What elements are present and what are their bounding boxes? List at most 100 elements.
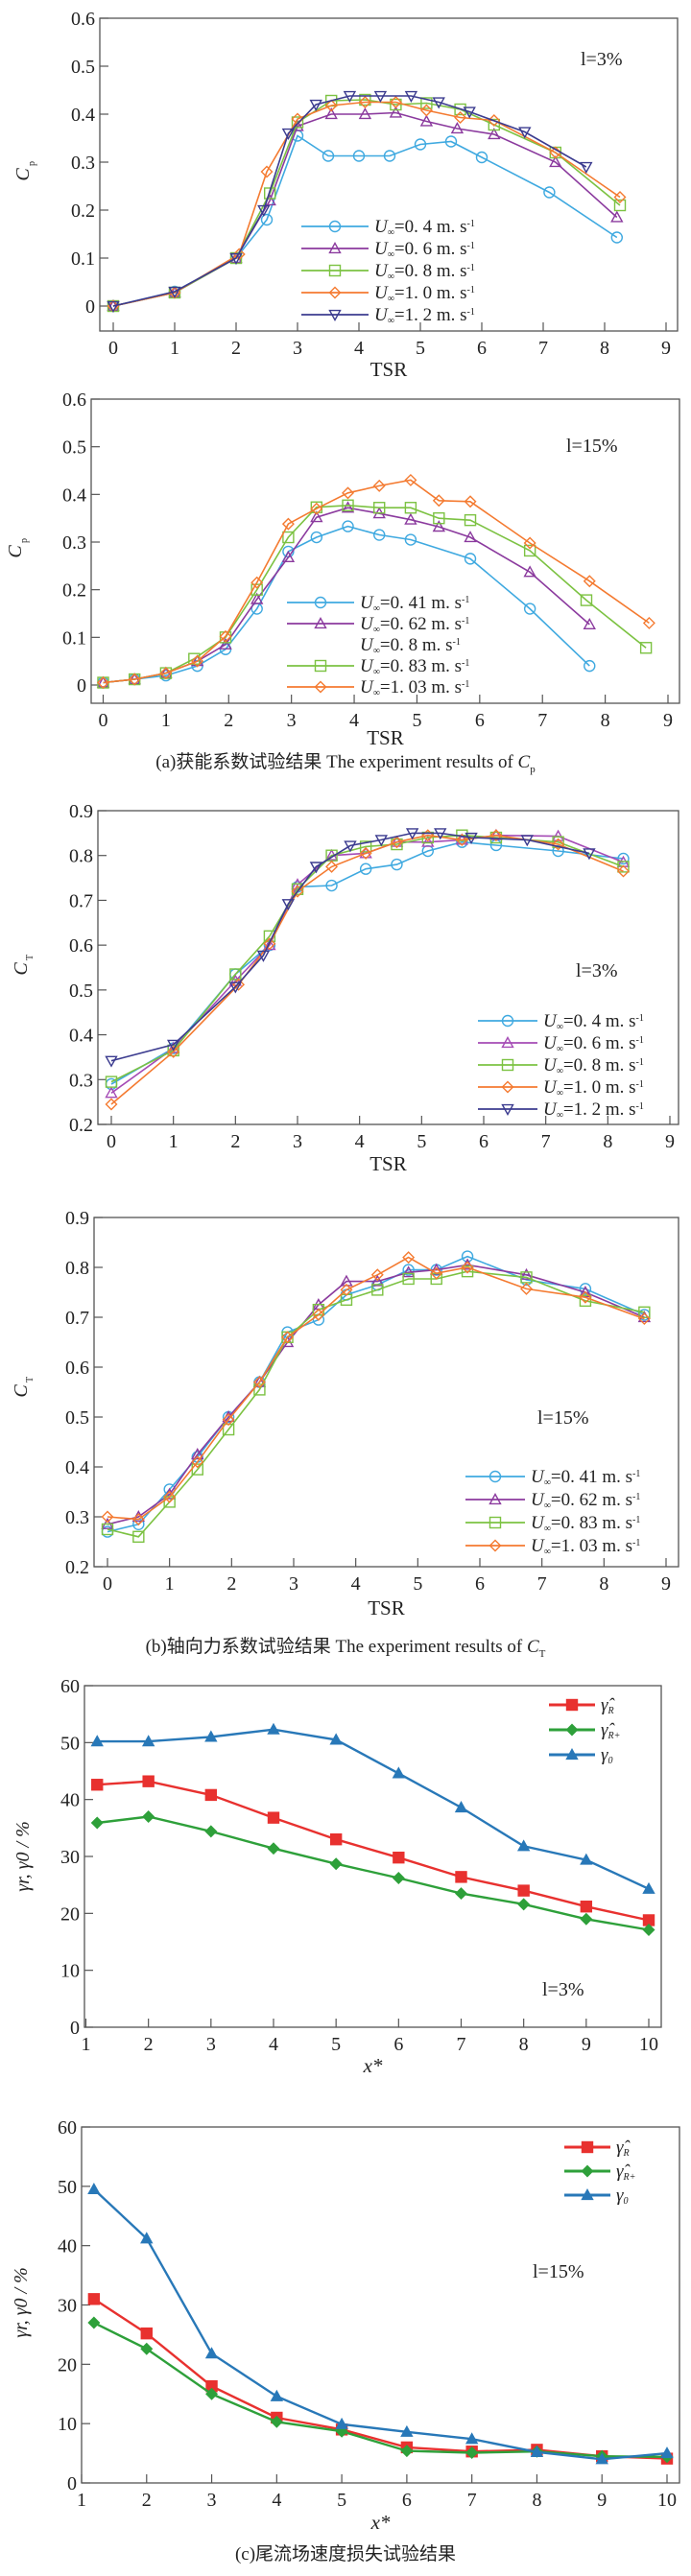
x-tick-label: 1	[77, 2490, 86, 2511]
data-point	[105, 1075, 118, 1088]
data-point	[341, 501, 355, 513]
data-point	[489, 829, 503, 842]
y-tick-label: 50	[60, 1733, 80, 1754]
y-tick-label: 0.3	[62, 532, 86, 554]
plot-frame	[93, 1217, 679, 1568]
data-point	[229, 252, 243, 265]
data-point	[613, 199, 627, 212]
data-point	[91, 1779, 104, 1791]
data-point	[260, 213, 274, 226]
data-point	[291, 883, 304, 895]
series-3	[105, 829, 630, 1088]
legend-symbol: U	[360, 593, 374, 613]
legend-symbol: γ	[616, 2186, 624, 2206]
data-point	[421, 831, 434, 844]
legend: γ̂R γ̂R+ γ0	[564, 2138, 635, 2207]
series-line	[97, 1815, 650, 1931]
legend-sub: ∞	[544, 1524, 551, 1534]
data-point	[455, 1887, 467, 1901]
legend-sub: ∞	[373, 646, 380, 656]
legend-symbol: U	[531, 1536, 545, 1556]
data-point	[617, 864, 630, 878]
legend-entry: U∞=1. 2 m. s-1	[478, 1099, 644, 1121]
series-line	[112, 101, 621, 307]
data-point	[610, 231, 623, 244]
data-point	[454, 1801, 468, 1813]
legend-sup: -1	[636, 1057, 644, 1068]
data-point	[390, 98, 402, 111]
x-tick-label: 9	[597, 2490, 607, 2511]
legend-marker	[565, 1748, 579, 1761]
legend-sub: ∞	[388, 227, 394, 238]
legend-value: =1. 2 m. s	[563, 1099, 636, 1120]
legend-sub: ∞	[557, 1110, 563, 1121]
legend-sub: ∞	[388, 316, 394, 326]
legend-symbol: γ	[601, 1745, 608, 1765]
caption-c-text: (c)尾流场速度损失试验结果	[234, 2544, 457, 2564]
data-point	[222, 1413, 235, 1427]
x-tick-label: 4	[355, 1131, 365, 1152]
data-point	[344, 840, 357, 853]
data-point	[404, 502, 417, 514]
legend-entry: γ̂R	[564, 2138, 631, 2159]
legend-sub: R+	[623, 2172, 636, 2183]
legend-marker	[314, 659, 327, 673]
x-tick-label: 9	[661, 1573, 671, 1595]
legend-marker	[328, 309, 342, 321]
legend-sub: ∞	[544, 1477, 551, 1488]
data-point	[281, 128, 296, 140]
legend-marker	[328, 220, 342, 233]
data-point	[105, 1086, 118, 1099]
data-point	[637, 1312, 651, 1326]
series-line	[112, 134, 618, 307]
y-axis-label: γr, γ0 / %	[11, 2267, 32, 2338]
y-tick-label: 0.5	[69, 981, 93, 1002]
data-point	[404, 512, 417, 525]
data-point	[444, 135, 458, 148]
legend-entry: U∞=0. 4 m. s-1	[301, 217, 475, 238]
series-4	[105, 829, 630, 1111]
legend-sup: -1	[467, 307, 475, 318]
legend-symbol: U	[543, 1055, 558, 1075]
legend-entry: U∞=1. 0 m. s-1	[478, 1077, 644, 1099]
y-tick-label: 0.1	[62, 627, 86, 649]
data-point	[583, 617, 596, 630]
legend-sup: -1	[467, 285, 475, 295]
data-point	[101, 1510, 114, 1524]
legend: U∞=0. 41 m. s-1U∞=0. 62 m. s-1U∞=0. 8 m.…	[287, 593, 469, 698]
y-tick-label: 0.5	[62, 437, 86, 459]
x-tick-label: 5	[416, 338, 425, 359]
plot-frame	[90, 398, 680, 704]
data-point	[191, 654, 204, 668]
data-point	[250, 592, 264, 604]
data-point	[420, 97, 433, 109]
y-axis-label-text: C	[11, 1384, 32, 1398]
legend-sub: ∞	[388, 249, 394, 260]
data-point	[167, 1045, 180, 1058]
data-point	[455, 1871, 467, 1883]
y-axis-label-sub: p	[27, 161, 37, 166]
caption-a-text: (a)获能系数试验结果 The experiment results of	[155, 752, 518, 772]
plot-frame	[99, 17, 679, 332]
data-point	[520, 1282, 533, 1295]
x-tick-label: 4	[269, 2034, 278, 2055]
data-point	[335, 2417, 348, 2429]
legend-label: U∞=0. 41 m. s-1	[531, 1467, 640, 1488]
y-tick-label: 0.3	[71, 153, 95, 174]
series-line	[110, 834, 624, 1105]
x-tick-label: 7	[538, 338, 548, 359]
caption-b-text: (b)轴向力系数试验结果 The experiment results of	[145, 1637, 527, 1657]
y-tick-label: 0.9	[65, 1208, 89, 1229]
data-point	[579, 1290, 592, 1304]
data-point	[642, 1881, 655, 1894]
x-tick-label: 6	[477, 338, 487, 359]
legend-label: γ̂R	[601, 1695, 615, 1716]
series-2	[96, 501, 596, 688]
legend-marker	[328, 242, 342, 254]
annotation-turbulence: l=15%	[566, 436, 618, 457]
x-tick-label: 10	[657, 2490, 677, 2511]
data-point	[660, 2446, 674, 2459]
data-point	[432, 97, 445, 109]
y-tick-label: 0.8	[69, 846, 93, 867]
data-point	[610, 210, 624, 223]
